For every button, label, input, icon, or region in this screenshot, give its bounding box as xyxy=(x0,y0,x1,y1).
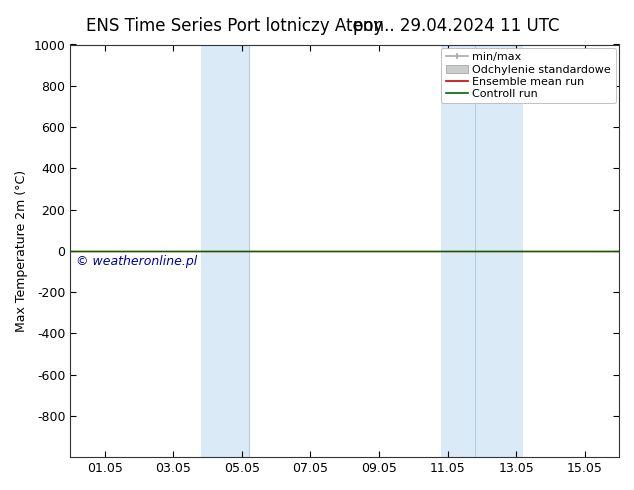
Bar xyxy=(200,45,249,457)
Text: ENS Time Series Port lotniczy Ateny: ENS Time Series Port lotniczy Ateny xyxy=(86,17,383,35)
Bar xyxy=(441,45,523,457)
Y-axis label: Max Temperature 2m (°C): Max Temperature 2m (°C) xyxy=(15,170,28,332)
Text: © weatheronline.pl: © weatheronline.pl xyxy=(76,255,197,268)
Text: pon.. 29.04.2024 11 UTC: pon.. 29.04.2024 11 UTC xyxy=(353,17,560,35)
Legend: min/max, Odchylenie standardowe, Ensemble mean run, Controll run: min/max, Odchylenie standardowe, Ensembl… xyxy=(441,48,616,103)
